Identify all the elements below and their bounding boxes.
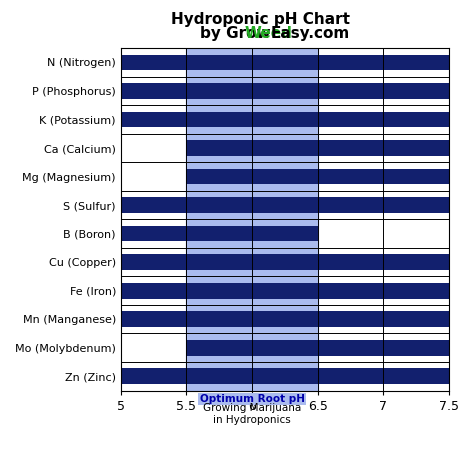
Bar	[121, 229, 246, 238]
Polygon shape	[246, 228, 272, 239]
Text: Hydroponic pH Chart: Hydroponic pH Chart	[171, 12, 350, 27]
Polygon shape	[190, 342, 215, 354]
Polygon shape	[391, 285, 416, 297]
Text: Easy.com: Easy.com	[270, 26, 349, 41]
FancyBboxPatch shape	[186, 169, 449, 184]
Text: by Grow: by Grow	[200, 26, 271, 41]
FancyBboxPatch shape	[121, 197, 449, 213]
Bar	[252, 144, 273, 153]
Polygon shape	[253, 85, 278, 97]
FancyBboxPatch shape	[186, 140, 449, 156]
Polygon shape	[240, 171, 265, 182]
FancyBboxPatch shape	[121, 255, 449, 270]
Text: by Grow​Weed​Easy.com: by Grow​Weed​Easy.com	[162, 26, 360, 41]
Bar	[186, 343, 190, 352]
FancyBboxPatch shape	[186, 340, 449, 356]
Text: Growing Marijuana
in Hydroponics: Growing Marijuana in Hydroponics	[203, 403, 301, 425]
FancyBboxPatch shape	[121, 83, 449, 99]
FancyBboxPatch shape	[121, 283, 449, 299]
FancyBboxPatch shape	[121, 368, 449, 384]
FancyBboxPatch shape	[121, 112, 449, 128]
Text: Weed: Weed	[245, 26, 292, 41]
Text: Optimum Root pH: Optimum Root pH	[200, 394, 304, 404]
FancyBboxPatch shape	[121, 311, 449, 327]
Bar	[186, 286, 391, 295]
Bar	[121, 315, 207, 324]
Bar	[154, 86, 253, 96]
Polygon shape	[273, 142, 298, 154]
Bar	[232, 172, 240, 181]
Polygon shape	[207, 313, 232, 325]
FancyBboxPatch shape	[121, 55, 449, 70]
FancyBboxPatch shape	[121, 226, 318, 241]
Bar	[186, 48, 318, 391]
